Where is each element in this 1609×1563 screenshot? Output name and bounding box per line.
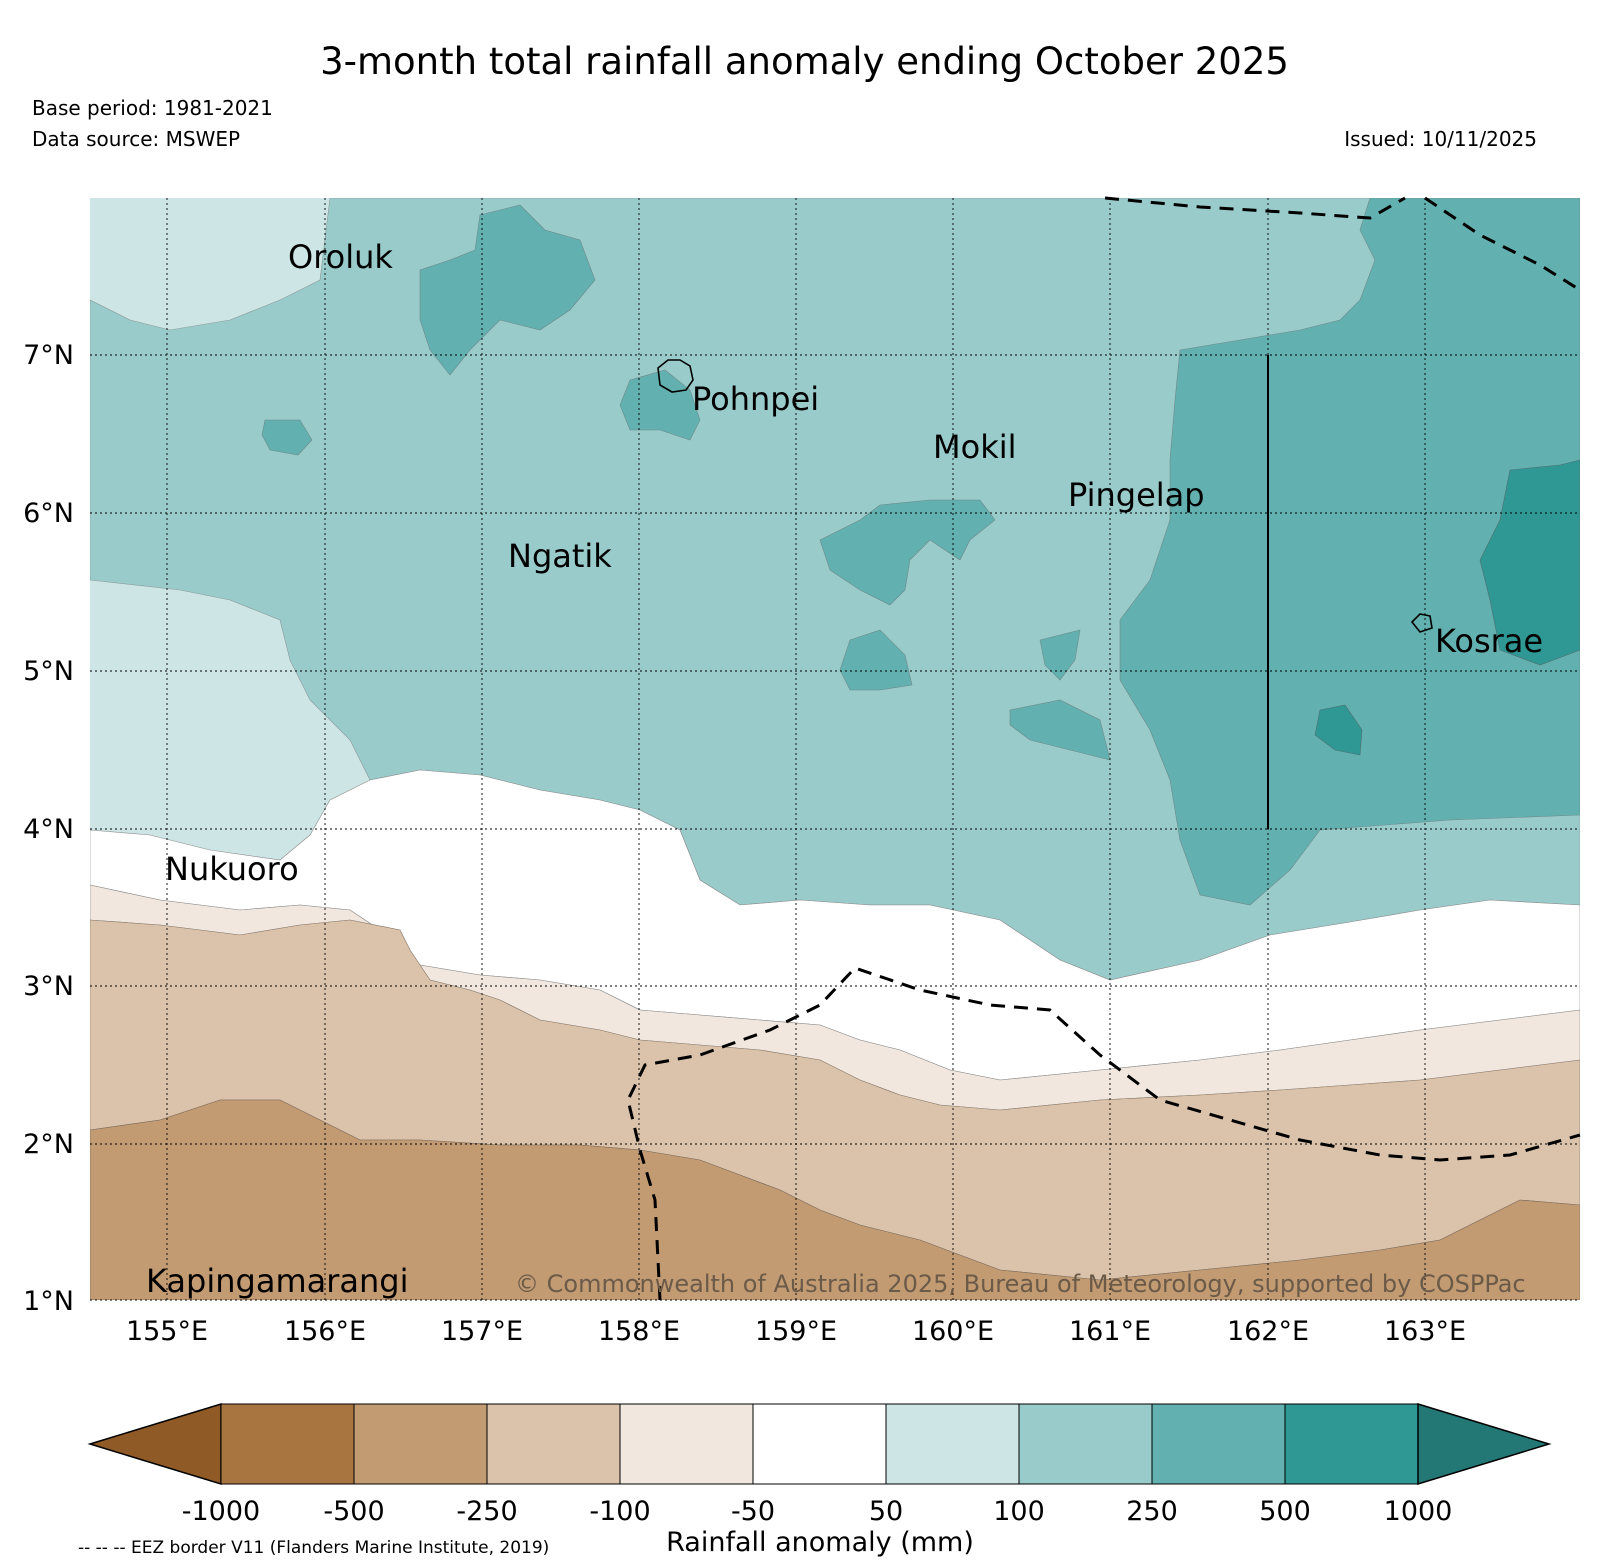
label-pingelap: Pingelap [1068,476,1205,514]
colorbar-tick-label: -500 [323,1496,384,1527]
colorbar-segment [619,1403,754,1485]
colorbar-segment [486,1403,621,1485]
lon-label: 158°E [598,1316,680,1347]
lat-label: 6°N [23,498,74,529]
colorbar-title: Rainfall anomaly (mm) [666,1527,974,1558]
band-250-500-east [1119,198,1580,906]
colorbar-tick-label: 100 [993,1496,1045,1527]
band-250-500-north [419,204,596,376]
band-minus250-500 [90,1099,1580,1300]
colorbar-segment [1018,1403,1153,1485]
lat-axis: 7°N 6°N 5°N 4°N 3°N 2°N 1°N [23,340,74,1317]
band-250-500-pohnpei [619,369,701,441]
label-mokil: Mokil [933,428,1017,466]
page-title: 3-month total rainfall anomaly ending Oc… [320,40,1289,83]
base-period: Base period: 1981-2021 [32,96,273,120]
colorbar-segment [885,1403,1020,1485]
colorbar-segment [353,1403,488,1485]
lon-label: 159°E [755,1316,837,1347]
lon-label: 155°E [126,1316,208,1347]
lon-label: 160°E [912,1316,994,1347]
label-nukuoro: Nukuoro [165,850,299,888]
colorbar-segment [220,1403,355,1485]
colorbar-high-extension [1417,1402,1552,1486]
label-ngatik: Ngatik [508,537,612,575]
colorbar-tick-label: 250 [1126,1496,1178,1527]
colorbar-tick-label: -50 [731,1496,775,1527]
eez-borders [626,196,1581,1301]
colorbar-tick-label: -250 [456,1496,517,1527]
lat-label: 3°N [23,971,74,1002]
lon-label: 156°E [284,1316,366,1347]
copyright-text: © Commonwealth of Australia 2025, Bureau… [515,1270,1526,1298]
colorbar-tick-label: 500 [1259,1496,1311,1527]
colorbar-segment [752,1403,887,1485]
colorbar [87,1402,1552,1486]
lat-label: 5°N [23,656,74,687]
issued-date: Issued: 10/11/2025 [1344,127,1537,151]
colorbar-tick-label: 1000 [1384,1496,1453,1527]
colorbar-segment [1284,1403,1419,1485]
lat-label: 4°N [23,814,74,845]
colorbar-ticks: -1000 -500 -250 -100 -50 50 100 250 500 … [182,1496,1453,1527]
kosrae-island-shape [1410,613,1433,633]
lon-label: 163°E [1384,1316,1466,1347]
colorbar-low-extension [87,1402,222,1486]
band-250-500-mid [819,499,996,606]
colorbar-tick-label: -1000 [182,1496,260,1527]
band-250-500-small1 [261,419,313,456]
lon-label: 162°E [1227,1316,1309,1347]
anomaly-field [90,198,1580,1300]
pohnpei-island-shape [657,359,694,393]
band-250-500-small2 [1039,629,1081,681]
lon-axis: 155°E 156°E 157°E 158°E 159°E 160°E 161°… [126,1316,1466,1347]
lat-label: 2°N [23,1129,74,1160]
eez-legend-note: -- -- -- EEZ border V11 (Flanders Marine… [78,1538,549,1558]
band-500-1000-small [1314,704,1363,756]
data-source: Data source: MSWEP [32,127,241,151]
lon-label: 157°E [441,1316,523,1347]
lat-label: 1°N [23,1286,74,1317]
label-pohnpei: Pohnpei [692,380,819,418]
lat-label: 7°N [23,340,74,371]
lon-label: 161°E [1069,1316,1151,1347]
band-250-500-small3 [1009,699,1111,761]
colorbar-tick-label: 50 [869,1496,903,1527]
label-kosrae: Kosrae [1435,622,1543,660]
colorbar-tick-label: -100 [589,1496,650,1527]
label-kapingamarangi: Kapingamarangi [146,1262,408,1300]
label-oroluk: Oroluk [288,238,393,276]
band-500-1000-east [1479,459,1580,666]
colorbar-segment [1151,1403,1286,1485]
band-250-500-south [839,629,913,691]
